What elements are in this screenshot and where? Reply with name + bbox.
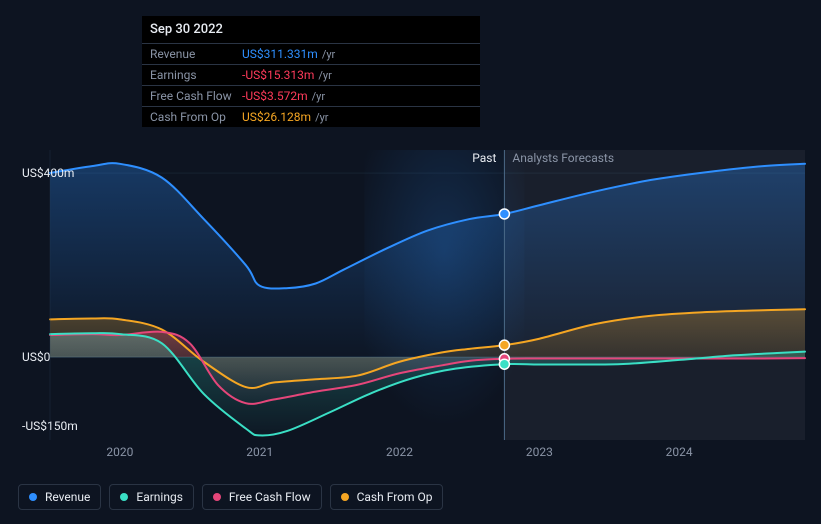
tooltip-value: US$311.331m <box>242 47 318 61</box>
legend-dot-icon <box>341 493 349 501</box>
chart-tooltip: Sep 30 2022 RevenueUS$311.331m/yrEarning… <box>142 16 480 127</box>
marker-revenue <box>499 209 509 219</box>
section-label-past: Past <box>472 151 496 165</box>
legend-dot-icon <box>29 493 37 501</box>
tooltip-unit: /yr <box>322 48 335 61</box>
legend-item-free_cash_flow[interactable]: Free Cash Flow <box>202 484 322 510</box>
marker-earnings <box>499 359 509 369</box>
y-tick-label: US$0 <box>22 350 51 364</box>
x-tick-label: 2022 <box>386 445 413 459</box>
tooltip-label: Cash From Op <box>150 110 242 124</box>
tooltip-value: US$26.128m <box>242 110 311 124</box>
tooltip-unit: /yr <box>318 69 331 82</box>
x-tick-label: 2023 <box>526 445 553 459</box>
x-tick-label: 2020 <box>106 445 133 459</box>
tooltip-date: Sep 30 2022 <box>142 16 480 44</box>
tooltip-label: Free Cash Flow <box>150 89 242 103</box>
section-label-forecast: Analysts Forecasts <box>512 151 614 165</box>
tooltip-row: Cash From OpUS$26.128m/yr <box>142 107 480 127</box>
legend-dot-icon <box>213 493 221 501</box>
legend-label: Revenue <box>45 490 90 504</box>
legend-item-revenue[interactable]: Revenue <box>18 484 101 510</box>
legend: Revenue Earnings Free Cash Flow Cash From O… <box>18 484 443 510</box>
tooltip-unit: /yr <box>315 111 328 124</box>
tooltip-value: -US$3.572m <box>242 89 308 103</box>
legend-label: Cash From Op <box>357 490 433 504</box>
tooltip-label: Earnings <box>150 68 242 82</box>
legend-item-earnings[interactable]: Earnings <box>109 484 194 510</box>
marker-cash_from_op <box>499 340 509 350</box>
tooltip-label: Revenue <box>150 47 242 61</box>
tooltip-value: -US$15.313m <box>242 68 314 82</box>
x-tick-label: 2021 <box>246 445 273 459</box>
legend-item-cash_from_op[interactable]: Cash From Op <box>330 484 444 510</box>
tooltip-row: Earnings-US$15.313m/yr <box>142 65 480 86</box>
x-tick-label: 2024 <box>666 445 693 459</box>
y-tick-label: US$400m <box>22 166 74 180</box>
tooltip-row: Free Cash Flow-US$3.572m/yr <box>142 86 480 107</box>
legend-dot-icon <box>120 493 128 501</box>
legend-label: Free Cash Flow <box>229 490 311 504</box>
tooltip-row: RevenueUS$311.331m/yr <box>142 44 480 65</box>
legend-label: Earnings <box>136 490 183 504</box>
tooltip-unit: /yr <box>312 90 325 103</box>
